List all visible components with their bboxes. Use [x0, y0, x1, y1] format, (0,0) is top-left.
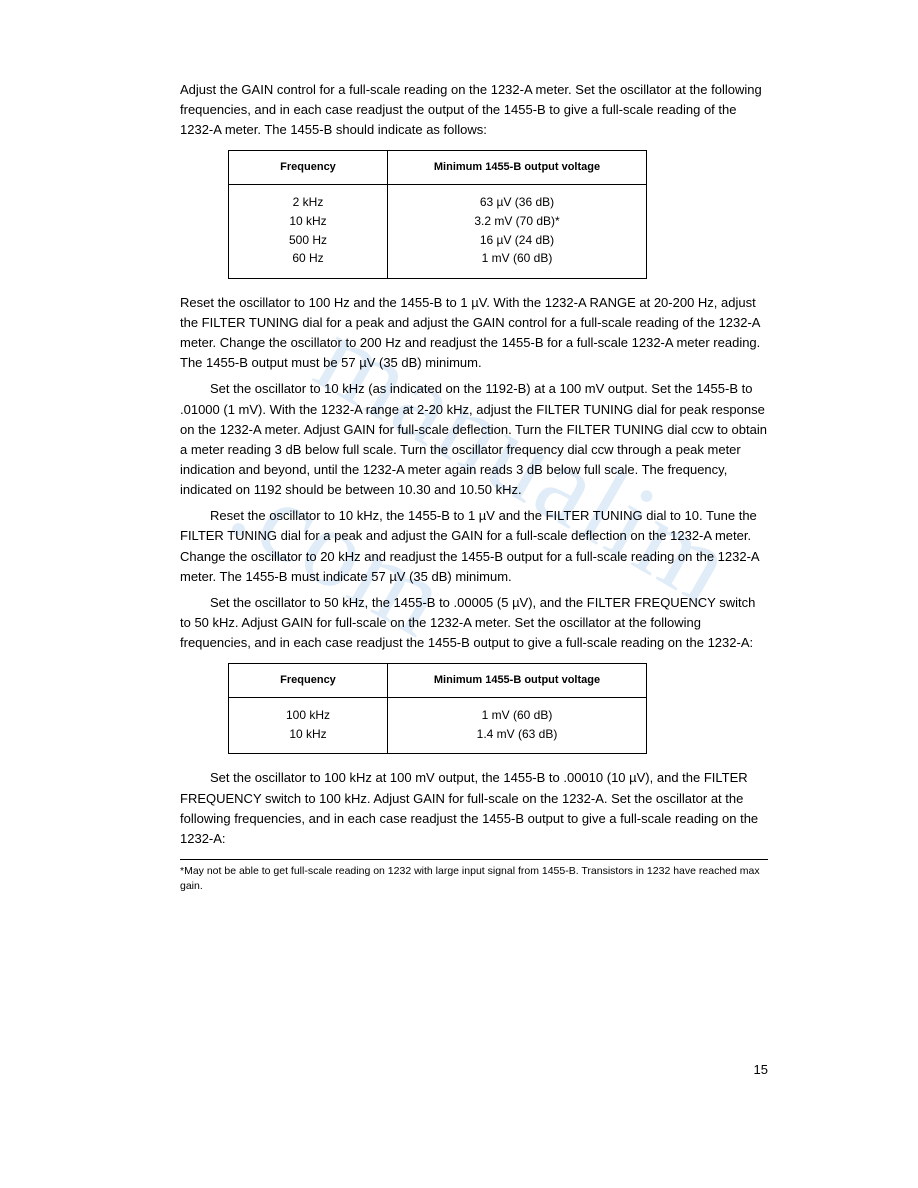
paragraph-5: Set the oscillator to 50 kHz, the 1455-B… [180, 593, 768, 653]
footnote: *May not be able to get full-scale readi… [180, 859, 768, 893]
paragraph-2: Reset the oscillator to 100 Hz and the 1… [180, 293, 768, 374]
table1-outputs: 63 µV (36 dB) 3.2 mV (70 dB)* 16 µV (24 … [388, 185, 647, 278]
table2-outputs: 1 mV (60 dB) 1.4 mV (63 dB) [388, 698, 647, 754]
table2-header-frequency: Frequency [229, 664, 388, 698]
paragraph-4: Reset the oscillator to 10 kHz, the 1455… [180, 506, 768, 587]
table2-header-output: Minimum 1455-B output voltage [388, 664, 647, 698]
table1-header-frequency: Frequency [229, 151, 388, 185]
paragraph-1: Adjust the GAIN control for a full-scale… [180, 80, 768, 140]
table1-header-output: Minimum 1455-B output voltage [388, 151, 647, 185]
paragraph-3: Set the oscillator to 10 kHz (as indicat… [180, 379, 768, 500]
page-number: 15 [754, 1060, 768, 1080]
table-1: Frequency Minimum 1455-B output voltage … [228, 150, 647, 278]
paragraph-6: Set the oscillator to 100 kHz at 100 mV … [180, 768, 768, 849]
table2-frequencies: 100 kHz 10 kHz [229, 698, 388, 754]
table-2: Frequency Minimum 1455-B output voltage … [228, 663, 647, 754]
page-content: Adjust the GAIN control for a full-scale… [180, 80, 768, 893]
table1-frequencies: 2 kHz 10 kHz 500 Hz 60 Hz [229, 185, 388, 278]
